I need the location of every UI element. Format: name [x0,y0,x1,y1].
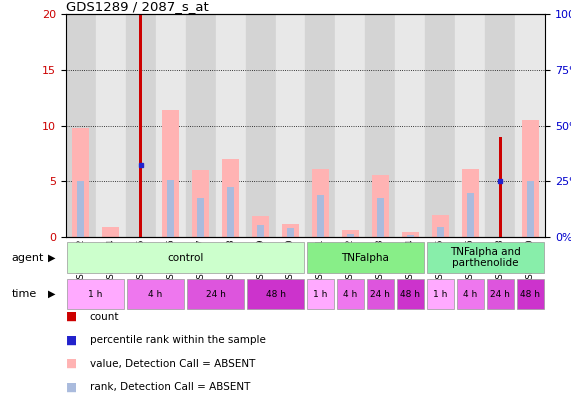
Text: TNFalpha and
parthenolide: TNFalpha and parthenolide [450,247,521,269]
Text: value, Detection Call = ABSENT: value, Detection Call = ABSENT [90,359,255,369]
Bar [162,110,179,237]
Bar [467,194,474,237]
Text: agent: agent [11,253,44,262]
Bar [186,14,215,237]
Bar [397,279,424,309]
Bar [66,14,96,237]
Bar [372,175,389,237]
Text: 4 h: 4 h [343,290,357,298]
Bar [197,198,204,237]
Bar [247,279,304,309]
Bar [126,14,155,237]
Text: percentile rank within the sample: percentile rank within the sample [90,335,266,345]
Text: 24 h: 24 h [206,290,226,298]
Bar [457,279,484,309]
Text: control: control [167,253,204,262]
Bar [365,14,395,237]
Bar [347,234,354,237]
Text: 48 h: 48 h [266,290,286,298]
Text: time: time [11,289,37,299]
Bar [407,235,414,237]
Bar [307,242,424,273]
Bar [522,120,538,237]
Bar [402,232,419,237]
Bar [455,14,485,237]
Bar [73,128,89,237]
Bar [499,137,502,237]
Bar [307,279,334,309]
Text: ■: ■ [66,310,77,323]
Bar [425,14,455,237]
Text: 48 h: 48 h [520,290,540,298]
Text: 48 h: 48 h [400,290,420,298]
Bar [67,279,124,309]
Bar [342,230,359,237]
Bar [127,279,184,309]
Bar [227,187,234,237]
Bar [515,14,545,237]
Bar [287,228,294,237]
Bar [377,198,384,237]
Bar [462,169,478,237]
Text: 1 h: 1 h [313,290,328,298]
Text: ■: ■ [66,334,77,347]
Bar [317,195,324,237]
Bar [257,225,264,237]
Text: 1 h: 1 h [433,290,448,298]
Bar [485,14,515,237]
Bar [527,181,534,237]
Bar [167,180,174,237]
Bar [215,14,246,237]
Bar [437,227,444,237]
Bar [246,14,275,237]
Text: rank, Detection Call = ABSENT: rank, Detection Call = ABSENT [90,382,250,392]
Bar [486,279,514,309]
Text: ■: ■ [66,357,77,370]
Bar [282,224,299,237]
Bar [427,242,544,273]
Bar [102,227,119,237]
Bar [192,170,209,237]
Bar [367,279,394,309]
Text: TNFalpha: TNFalpha [341,253,389,262]
Text: ▶: ▶ [47,289,55,299]
Text: 1 h: 1 h [89,290,103,298]
Bar [155,14,186,237]
Bar [335,14,365,237]
Bar [337,279,364,309]
Bar [77,181,84,237]
Bar [252,216,269,237]
Text: 24 h: 24 h [490,290,510,298]
Text: 4 h: 4 h [463,290,477,298]
Bar [312,169,329,237]
Bar [222,159,239,237]
Bar [427,279,454,309]
Bar [187,279,244,309]
Bar [305,14,335,237]
Text: 4 h: 4 h [148,290,163,298]
Text: GDS1289 / 2087_s_at: GDS1289 / 2087_s_at [66,0,208,13]
Bar [275,14,305,237]
Text: count: count [90,312,119,322]
Bar [432,215,449,237]
Bar [395,14,425,237]
Text: ▶: ▶ [47,253,55,262]
Bar [139,14,142,237]
Bar [96,14,126,237]
Text: 24 h: 24 h [371,290,391,298]
Text: ■: ■ [66,381,77,394]
Bar [517,279,544,309]
Bar [67,242,304,273]
